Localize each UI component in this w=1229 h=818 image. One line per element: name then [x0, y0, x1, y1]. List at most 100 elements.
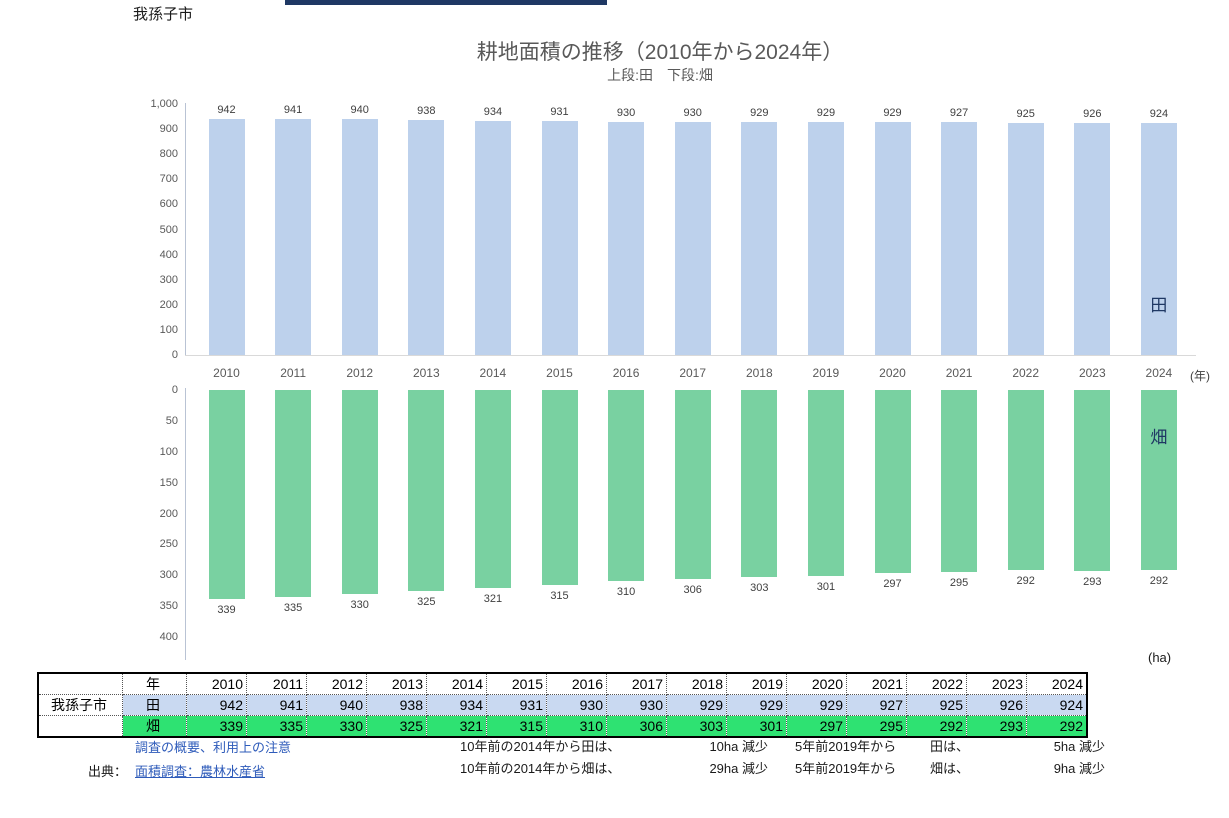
bar-畑-2014	[474, 390, 511, 589]
comparison-field-5yr-text: 5年前2019年から	[795, 761, 897, 776]
comparison-paddy-5yr-text: 5年前2019年から	[795, 739, 897, 754]
source-prefix: 出典：	[88, 764, 128, 779]
table-value-cell: 925	[906, 694, 967, 716]
table-value-cell: 303	[666, 715, 727, 738]
table-year-header-cell: 2010	[186, 672, 247, 695]
y-axis-tick-label: 0	[171, 384, 178, 396]
table-year-header-cell: 2016	[546, 672, 607, 695]
bar-田-2019	[807, 121, 844, 355]
table-value-cell: 924	[1026, 694, 1088, 716]
x-axis-label: 2019	[812, 366, 840, 380]
y-axis-tick-label: 500	[159, 223, 178, 236]
bar-value-label: 293	[1083, 575, 1102, 588]
bar-value-label: 926	[1083, 107, 1102, 120]
y-axis-tick-label: 300	[159, 273, 178, 286]
x-axis-label: 2023	[1078, 366, 1106, 380]
table-value-cell: 339	[186, 715, 247, 738]
table-year-header-cell: 2023	[966, 672, 1027, 695]
table-value-cell: 938	[366, 694, 427, 716]
bar-田-2018	[741, 121, 778, 355]
table-empty-cell	[37, 672, 123, 695]
x-axis-label: 2011	[280, 366, 306, 380]
bar-畑-2021	[941, 390, 978, 573]
y-axis-tick-label: 50	[165, 414, 178, 427]
clipped-header-bar	[285, 0, 607, 5]
comparison-field-5yr-subject: 畑は、	[930, 761, 970, 776]
bar-田-2012	[341, 119, 378, 355]
bar-畑-2020	[874, 390, 911, 574]
bar-value-label: 931	[550, 106, 569, 119]
table-year-header-cell: 2019	[726, 672, 787, 695]
bar-田-2022	[1007, 122, 1044, 355]
table-year-header-cell: 2014	[426, 672, 487, 695]
bar-畑-2016	[608, 390, 645, 582]
bar-田-2024	[1140, 123, 1177, 355]
y-axis-tick-label: 250	[159, 538, 178, 551]
y-axis-tick-label: 0	[171, 349, 178, 361]
bar-田-2013	[408, 119, 445, 355]
y-axis-line	[185, 388, 186, 660]
y-axis-tick-label: 200	[159, 298, 178, 311]
table-year-header-cell: 2013	[366, 672, 427, 695]
y-axis-tick-label: 400	[159, 631, 178, 643]
survey-overview-link[interactable]: 調査の概要、利用上の注意	[135, 740, 292, 755]
source-link[interactable]: 面積調査：農林水産省	[135, 764, 266, 779]
bar-田-2023	[1074, 122, 1111, 355]
table-value-cell: 929	[666, 694, 727, 716]
table-year-header-cell: 2017	[606, 672, 667, 695]
bar-畑-2011	[275, 390, 312, 597]
bar-田-2021	[941, 122, 978, 355]
area-data-table: 年 2010 2011 2012 2013 2014 2015 2016 2017 2018 201…	[37, 672, 1088, 738]
y-axis-tick-label: 400	[159, 248, 178, 261]
table-value-cell: 934	[426, 694, 487, 716]
x-axis-label: 2021	[945, 366, 973, 380]
bar-value-label: 941	[283, 103, 303, 116]
bar-value-label: 929	[750, 106, 769, 119]
table-year-header-cell: 2024	[1026, 672, 1088, 695]
table-value-cell: 310	[546, 715, 607, 738]
bar-畑-2019	[807, 390, 844, 576]
table-year-header-cell: 2012	[306, 672, 367, 695]
comparison-paddy-5yr-subject: 田は、	[930, 739, 970, 754]
bar-value-label: 303	[750, 582, 769, 595]
table-value-cell: 325	[366, 715, 427, 738]
x-axis-label: 2010	[213, 366, 240, 380]
x-axis-label: 2015	[546, 366, 573, 380]
table-year-header-cell: 2018	[666, 672, 727, 695]
bar-value-label: 930	[616, 106, 636, 119]
table-value-cell: 292	[906, 715, 967, 738]
bar-value-label: 330	[350, 598, 369, 611]
bar-value-label: 929	[816, 106, 836, 119]
bar-畑-2013	[408, 390, 445, 591]
table-value-cell: 942	[186, 694, 247, 716]
table-year-header-cell: 2021	[846, 672, 907, 695]
bar-畑-2010	[208, 390, 245, 600]
bar-畑-2017	[674, 390, 711, 579]
bar-value-label: 292	[1149, 575, 1169, 588]
bar-田-2011	[275, 118, 312, 355]
table-attr-cell: 畑	[122, 715, 187, 738]
table-value-cell: 930	[606, 694, 667, 716]
comparison-paddy-10yr-amount: 10ha 減少	[709, 739, 768, 754]
year-axis-unit-label: (年)	[1190, 369, 1210, 383]
table-value-cell: 929	[786, 694, 847, 716]
bar-畑-2012	[341, 390, 378, 594]
table-value-cell: 292	[1026, 715, 1088, 738]
y-axis-tick-label: 1,000	[150, 98, 178, 110]
y-axis-tick-label: 600	[159, 198, 178, 211]
table-municipality-cell: 我孫子市	[37, 694, 123, 716]
y-axis-tick-label: 100	[159, 323, 178, 336]
municipality-label: 我孫子市	[133, 6, 194, 23]
x-axis-label: 2014	[479, 366, 507, 380]
table-paddy-row: 我孫子市田 942 941 940 938 934 931 930 930 929 929 929 92…	[37, 694, 1088, 716]
bar-田-2015	[541, 121, 578, 355]
bar-畑-2022	[1007, 390, 1044, 571]
y-axis-tick-label: 350	[159, 600, 178, 613]
table-value-cell: 297	[786, 715, 847, 738]
table-value-cell: 929	[726, 694, 787, 716]
bar-value-label: 929	[883, 106, 902, 119]
bar-value-label: 335	[283, 601, 303, 614]
bar-畑-2023	[1074, 390, 1111, 571]
